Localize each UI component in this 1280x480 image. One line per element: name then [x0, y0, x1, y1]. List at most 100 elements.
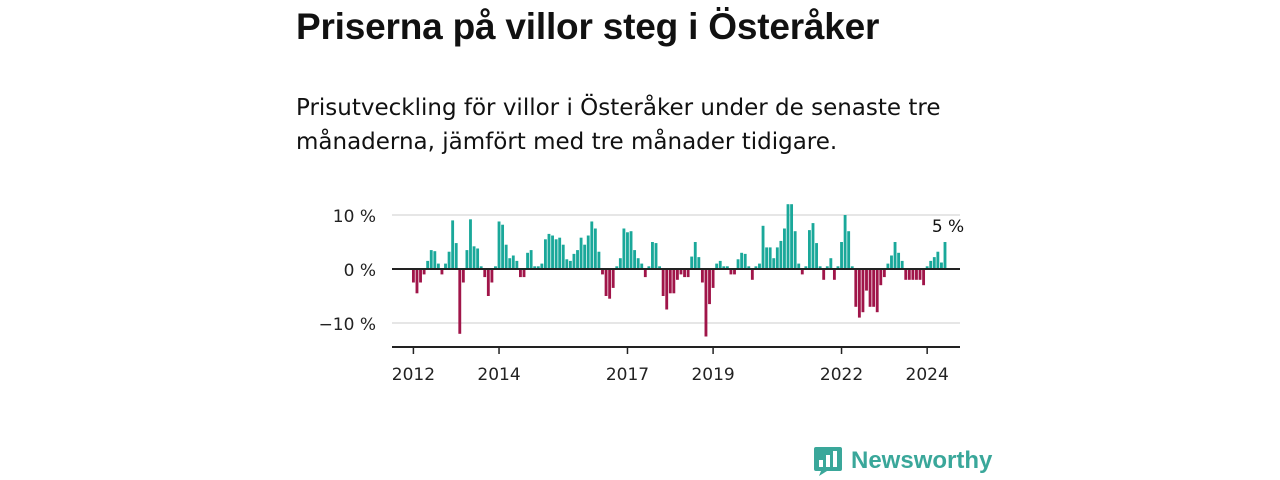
bar — [626, 232, 629, 269]
newsworthy-logo[interactable]: Newsworthy — [813, 445, 992, 477]
bar — [486, 269, 490, 296]
bar — [815, 243, 818, 269]
bar — [565, 259, 569, 269]
bar — [829, 258, 833, 269]
bar — [683, 269, 686, 278]
bar — [522, 269, 526, 278]
bar — [497, 221, 501, 269]
bar — [611, 269, 615, 288]
bar — [940, 262, 943, 269]
bar — [618, 258, 622, 269]
bar — [447, 251, 451, 269]
bar — [790, 204, 794, 269]
bar — [929, 260, 933, 269]
bar — [608, 269, 612, 299]
bar — [454, 243, 458, 269]
bar — [672, 269, 676, 294]
bar — [761, 225, 765, 269]
bar — [519, 269, 522, 278]
bar — [925, 266, 929, 269]
bar — [754, 266, 758, 269]
bar — [572, 253, 576, 269]
bar — [469, 219, 472, 269]
x-tick-label: 2014 — [477, 365, 520, 385]
bar — [840, 242, 843, 269]
bar — [822, 269, 826, 280]
bar — [704, 269, 708, 337]
bar — [800, 269, 804, 275]
bar — [882, 269, 886, 278]
bar — [697, 257, 701, 269]
bar — [501, 224, 505, 269]
bar — [783, 228, 786, 269]
chart-title: Priserna på villor steg i Österåker — [296, 6, 880, 47]
bar — [811, 223, 815, 269]
bar — [415, 269, 419, 294]
bar — [804, 266, 808, 269]
bar — [476, 248, 480, 269]
bar — [472, 246, 476, 269]
bar — [768, 247, 772, 269]
y-tick-label: 0 % — [344, 261, 376, 281]
bar — [936, 251, 940, 269]
bar — [647, 266, 651, 269]
bar — [419, 269, 422, 283]
bar — [893, 242, 897, 269]
bar — [750, 269, 754, 280]
bar — [433, 251, 437, 269]
bar — [843, 215, 847, 269]
bar — [561, 244, 565, 269]
bar — [836, 266, 840, 269]
bar — [890, 255, 893, 269]
bar — [658, 266, 661, 269]
bar — [629, 231, 633, 269]
bar — [526, 252, 529, 269]
bar — [932, 257, 936, 269]
bar — [479, 266, 483, 269]
bar — [597, 251, 601, 269]
bar — [422, 269, 426, 275]
bar — [868, 269, 872, 307]
bar — [872, 269, 876, 307]
bar — [568, 260, 572, 269]
bar — [583, 244, 587, 269]
bar — [857, 269, 861, 318]
bar — [558, 237, 562, 269]
bar — [779, 240, 783, 269]
bar — [590, 221, 594, 269]
bar — [772, 258, 776, 269]
bar — [604, 269, 608, 296]
bar — [515, 260, 519, 269]
bar — [700, 269, 704, 283]
bar — [547, 233, 551, 269]
y-tick-label: −10 % — [319, 315, 376, 335]
bar — [758, 263, 761, 269]
bar — [722, 266, 726, 269]
bar — [786, 204, 790, 269]
x-tick-label: 2024 — [906, 365, 949, 385]
bar — [793, 231, 797, 269]
bar — [765, 247, 769, 269]
bar — [426, 260, 430, 269]
bar — [536, 266, 540, 269]
bar — [576, 250, 579, 269]
bar — [775, 247, 779, 269]
bar — [451, 220, 455, 269]
bar — [529, 250, 533, 269]
bar — [861, 269, 865, 313]
bar — [854, 269, 858, 307]
bar — [643, 269, 647, 278]
newsworthy-logo-icon — [814, 447, 842, 476]
bar — [429, 250, 433, 269]
bar — [654, 243, 658, 269]
newsworthy-logo-text: Newsworthy — [851, 447, 993, 474]
bar — [904, 269, 908, 280]
bar — [943, 242, 947, 269]
chart-subtitle: Prisutveckling för villor i Österåker un… — [296, 95, 941, 155]
bar — [490, 269, 494, 283]
bar — [458, 269, 462, 334]
bar — [718, 260, 722, 269]
bar — [440, 269, 444, 275]
bar — [690, 256, 694, 269]
